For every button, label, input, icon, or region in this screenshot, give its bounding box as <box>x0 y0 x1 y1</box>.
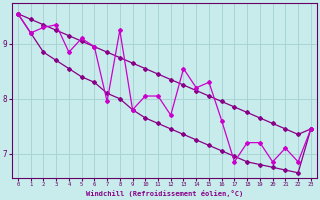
X-axis label: Windchill (Refroidissement éolien,°C): Windchill (Refroidissement éolien,°C) <box>86 190 243 197</box>
